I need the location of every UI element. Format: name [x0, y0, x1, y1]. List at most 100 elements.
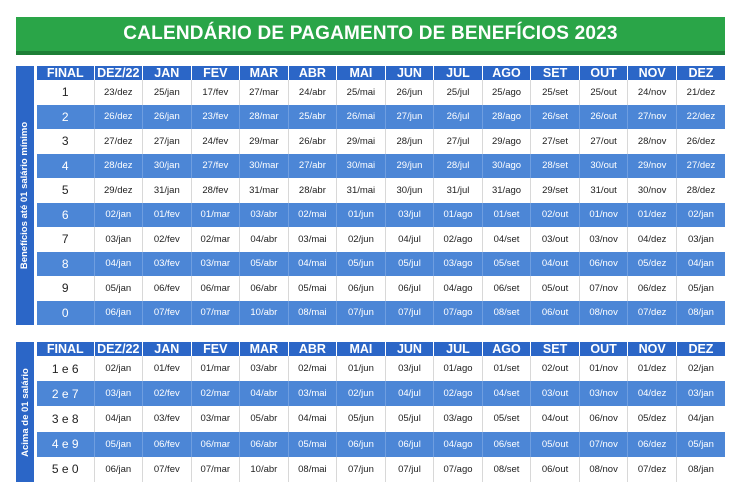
- section-above-minimum-wage: Acima de 01 salário FINAL DEZ/22 JAN FEV MAR…: [16, 342, 725, 482]
- column-header: DEZ/22: [93, 66, 143, 80]
- column-header: JUL: [433, 66, 483, 80]
- table-row: 2 26/dez 26/jan 23/fev 28/mar 25/abr 26/mai 27/…: [37, 104, 725, 129]
- payment-date-cell: 06/fev: [142, 276, 192, 301]
- payment-date-cell: 02/mar: [190, 227, 240, 252]
- final-digit-cell: 6: [37, 202, 94, 227]
- payment-date-cell: 04/mai: [287, 406, 337, 432]
- column-header: ABR: [287, 342, 337, 356]
- payment-date-cell: 05/abr: [239, 251, 289, 276]
- table-header-row: FINAL DEZ/22 JAN FEV MAR ABR MAI JUN JUL AGO SET OU…: [37, 66, 725, 80]
- payment-date-cell: 26/jun: [384, 80, 434, 105]
- column-header: FEV: [190, 66, 240, 80]
- table-row: 0 06/jan 07/fev 07/mar 10/abr 08/mai 07/jun 07/…: [37, 300, 725, 325]
- payment-date-cell: 02/jan: [93, 202, 143, 227]
- table-row: 8 04/jan 03/fev 03/mar 05/abr 04/mai 05/jun 05/…: [37, 251, 725, 276]
- payment-date-cell: 29/nov: [627, 153, 677, 178]
- payment-date-cell: 25/abr: [287, 104, 337, 129]
- column-header: JAN: [142, 342, 192, 356]
- payment-date-cell: 30/mar: [239, 153, 289, 178]
- payment-date-cell: 05/dez: [627, 406, 677, 432]
- payment-date-cell: 25/jan: [142, 80, 192, 105]
- payment-date-cell: 03/jul: [384, 202, 434, 227]
- payment-date-cell: 06/dez: [627, 431, 677, 457]
- payment-date-cell: 04/ago: [433, 431, 483, 457]
- payment-date-cell: 03/out: [530, 381, 580, 407]
- column-header: AGO: [481, 66, 531, 80]
- payment-date-cell: 03/fev: [142, 251, 192, 276]
- payment-date-cell: 07/fev: [142, 456, 192, 482]
- payment-date-cell: 05/jan: [93, 276, 143, 301]
- table-row: 1 23/dez 25/jan 17/fev 27/mar 24/abr 25/mai 26/…: [37, 80, 725, 105]
- payment-date-cell: 06/jul: [384, 276, 434, 301]
- section-minimum-wage: Benefícios até 01 salário mínimo FINAL DE…: [16, 66, 725, 325]
- payment-date-cell: 03/out: [530, 227, 580, 252]
- payment-date-cell: 05/jul: [384, 251, 434, 276]
- payment-date-cell: 25/jul: [433, 80, 483, 105]
- payment-date-cell: 26/dez: [675, 129, 725, 154]
- payment-date-cell: 04/dez: [627, 227, 677, 252]
- table-row: 3 27/dez 27/jan 24/fev 29/mar 26/abr 29/mai 28/…: [37, 129, 725, 154]
- payment-date-cell: 04/ago: [433, 276, 483, 301]
- payment-date-cell: 05/out: [530, 276, 580, 301]
- payment-date-cell: 30/ago: [481, 153, 531, 178]
- payment-date-cell: 01/ago: [433, 202, 483, 227]
- payment-date-cell: 26/jan: [142, 104, 192, 129]
- payment-date-cell: 03/ago: [433, 251, 483, 276]
- payment-date-cell: 27/set: [530, 129, 580, 154]
- payment-date-cell: 05/jun: [336, 406, 386, 432]
- payment-date-cell: 05/jan: [675, 431, 725, 457]
- payment-date-cell: 28/nov: [627, 129, 677, 154]
- payment-date-cell: 02/mai: [287, 356, 337, 382]
- column-header: DEZ/22: [93, 342, 143, 356]
- payment-date-cell: 06/jun: [336, 276, 386, 301]
- payment-date-cell: 27/jul: [433, 129, 483, 154]
- table-row: 4 e 9 05/jan 06/fev 06/mar 06/abr 05/mai 06/ju…: [37, 431, 725, 457]
- payment-date-cell: 01/mar: [190, 202, 240, 227]
- payment-date-cell: 06/mar: [190, 276, 240, 301]
- payment-date-cell: 03/mai: [287, 381, 337, 407]
- final-digit-cell: 7: [37, 227, 94, 252]
- payment-date-cell: 05/jan: [93, 431, 143, 457]
- payment-date-cell: 01/jun: [336, 202, 386, 227]
- column-header: FEV: [190, 342, 240, 356]
- payment-date-cell: 04/jul: [384, 227, 434, 252]
- payment-date-cell: 03/jul: [384, 356, 434, 382]
- payment-date-cell: 06/jan: [93, 300, 143, 325]
- payment-date-cell: 06/out: [530, 456, 580, 482]
- payment-date-cell: 21/dez: [675, 80, 725, 105]
- payment-date-cell: 07/ago: [433, 456, 483, 482]
- payment-date-cell: 28/dez: [93, 153, 143, 178]
- payment-date-cell: 03/nov: [578, 381, 628, 407]
- column-header: ABR: [287, 66, 337, 80]
- payment-date-cell: 04/mai: [287, 251, 337, 276]
- payment-date-cell: 28/jun: [384, 129, 434, 154]
- payment-date-cell: 28/dez: [675, 178, 725, 203]
- payment-date-cell: 04/out: [530, 406, 580, 432]
- column-header: JUN: [384, 66, 434, 80]
- section-side-label: Acima de 01 salário: [16, 342, 34, 482]
- payment-date-cell: 07/nov: [578, 276, 628, 301]
- payment-date-cell: 05/jan: [675, 276, 725, 301]
- final-digit-cell: 5 e 0: [37, 456, 94, 482]
- payment-date-cell: 07/dez: [627, 456, 677, 482]
- final-digit-cell: 9: [37, 276, 94, 301]
- payment-date-cell: 02/fev: [142, 227, 192, 252]
- payment-date-cell: 31/mai: [336, 178, 386, 203]
- payment-date-cell: 05/jun: [336, 251, 386, 276]
- payment-date-cell: 27/jan: [142, 129, 192, 154]
- column-header: MAR: [239, 66, 289, 80]
- payment-date-cell: 27/mar: [239, 80, 289, 105]
- payment-date-cell: 28/abr: [287, 178, 337, 203]
- payment-date-cell: 06/jul: [384, 431, 434, 457]
- payment-date-cell: 30/mai: [336, 153, 386, 178]
- payment-date-cell: 02/fev: [142, 381, 192, 407]
- payment-date-cell: 28/set: [530, 153, 580, 178]
- payment-date-cell: 02/out: [530, 202, 580, 227]
- payment-date-cell: 07/jul: [384, 300, 434, 325]
- payment-date-cell: 06/set: [481, 431, 531, 457]
- payment-date-cell: 30/out: [578, 153, 628, 178]
- payment-date-cell: 24/abr: [287, 80, 337, 105]
- payment-date-cell: 04/dez: [627, 381, 677, 407]
- table-row: 4 28/dez 30/jan 27/fev 30/mar 27/abr 30/mai 29/…: [37, 153, 725, 178]
- column-header: NOV: [627, 342, 677, 356]
